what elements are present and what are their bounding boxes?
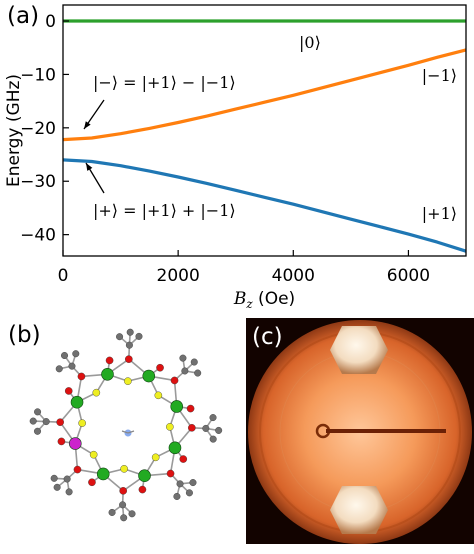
- carbon-atom: [65, 488, 73, 496]
- carbon-atom: [34, 408, 42, 416]
- panel-a-label: (a): [7, 3, 40, 29]
- carbon-atom: [50, 474, 58, 482]
- chromium-atom: [170, 400, 184, 413]
- oxygen-atom: [77, 372, 86, 381]
- oxygen-atom: [88, 478, 96, 487]
- bond: [127, 430, 135, 434]
- carbon-atom: [209, 435, 217, 443]
- y-axis-label: Energy (GHz): [4, 74, 24, 187]
- oxygen-atom: [57, 437, 66, 446]
- bond: [121, 430, 129, 434]
- oxygen-atom: [125, 355, 133, 363]
- carbon-atom: [29, 417, 37, 425]
- chromium-atom: [96, 467, 110, 481]
- x-axis-label: Bz (Oe): [233, 289, 295, 310]
- carbon-atom: [116, 333, 124, 341]
- carbon-atom: [185, 489, 193, 497]
- fluorine-atom: [154, 391, 163, 400]
- plot-frame: [62, 4, 467, 257]
- nickel-atom: [68, 437, 82, 450]
- fluorine-atom: [124, 377, 132, 385]
- oxygen-atom: [166, 469, 175, 478]
- carbon-atom: [202, 424, 210, 432]
- chromium-atom: [138, 469, 151, 483]
- series-line-2: [62, 158, 467, 253]
- panel-c-label: (c): [252, 324, 283, 350]
- resonator-photo-panel: (c): [246, 318, 474, 544]
- carbon-atom: [68, 362, 76, 370]
- carbon-atom: [126, 328, 134, 336]
- oxygen-atom: [179, 455, 188, 463]
- plus-state-label: |+⟩ = |+1⟩ + |−1⟩: [93, 201, 236, 220]
- series-line-1: [62, 48, 467, 142]
- molecule-diagram: [29, 328, 223, 522]
- minus-state-arrow-head: [84, 121, 91, 129]
- chromium-atom: [142, 369, 156, 383]
- screw-bottom: [330, 486, 388, 534]
- carbon-atom: [125, 341, 133, 349]
- fluorine-atom: [92, 388, 101, 397]
- y-tick-label: −30: [20, 172, 56, 192]
- panel-b-label: (b): [8, 322, 41, 348]
- chromium-atom: [70, 395, 84, 409]
- ket-zero-label: |0⟩: [299, 33, 321, 52]
- fluorine-atom: [120, 465, 128, 473]
- x-tick-label: 2000: [157, 266, 200, 286]
- carbon-atom: [120, 514, 128, 522]
- carbon-atom: [119, 501, 127, 509]
- carbon-atom: [33, 427, 41, 435]
- chromium-atom: [168, 441, 182, 455]
- carbon-atom: [128, 510, 136, 518]
- carbon-atom: [215, 426, 223, 434]
- oxygen-atom: [64, 387, 73, 395]
- energy-level-chart: (a) 0 2000 4000 6000 0 −10 −20 −30 −40 Energy (GH…: [4, 3, 467, 311]
- oxygen-atom: [105, 356, 114, 365]
- oxygen-atom: [138, 485, 147, 494]
- fluorine-atom: [151, 453, 160, 462]
- carbon-atom: [53, 483, 61, 491]
- fluorine-atom: [166, 423, 174, 431]
- y-tick-label: −40: [20, 226, 56, 246]
- oxygen-atom: [186, 404, 195, 413]
- molecule-structure-panel: (b): [0, 312, 240, 550]
- oxygen-atom: [170, 376, 179, 385]
- x-tick-label: 0: [58, 266, 69, 286]
- carbon-atom: [63, 475, 71, 483]
- carbon-atom: [179, 354, 187, 362]
- resonator-line: [326, 429, 446, 433]
- carbon-atom: [176, 480, 184, 488]
- y-tick-label: −10: [20, 65, 56, 85]
- fluorine-atom: [89, 450, 98, 459]
- plus-state-arrow-head: [86, 163, 93, 171]
- oxygen-atom: [73, 465, 82, 474]
- carbon-atom: [55, 365, 63, 373]
- oxygen-atom: [56, 418, 64, 426]
- carbon-atom: [173, 492, 181, 500]
- carbon-atom: [135, 332, 143, 340]
- minus-state-label: |−⟩ = |+1⟩ − |−1⟩: [93, 73, 236, 92]
- ket-plus-one-label: |+1⟩: [422, 204, 457, 223]
- oxygen-atom: [188, 424, 196, 432]
- resonator-photo: [246, 318, 474, 544]
- carbon-atom: [194, 369, 202, 377]
- y-tick-label: 0: [45, 12, 56, 32]
- oxygen-atom: [156, 363, 164, 372]
- carbon-atom: [209, 414, 217, 422]
- carbon-atom: [189, 479, 197, 487]
- y-tick-label: −20: [20, 119, 56, 139]
- chart-svg: 0 2000 4000 6000 0 −10 −20 −30 −40 Energy (GHz) Bz…: [4, 4, 467, 311]
- carbon-atom: [181, 367, 189, 375]
- fluorine-atom: [78, 419, 86, 427]
- screw-top: [330, 326, 388, 374]
- oxygen-atom: [119, 487, 127, 495]
- carbon-atom: [42, 418, 50, 426]
- carbon-atom: [61, 352, 69, 360]
- carbon-atom: [190, 358, 198, 366]
- ket-minus-one-label: |−1⟩: [422, 66, 457, 85]
- chromium-atom: [101, 367, 114, 381]
- x-tick-label: 6000: [387, 266, 430, 286]
- x-tick-label: 4000: [272, 266, 315, 286]
- carbon-atom: [108, 508, 116, 516]
- carbon-atom: [72, 350, 80, 358]
